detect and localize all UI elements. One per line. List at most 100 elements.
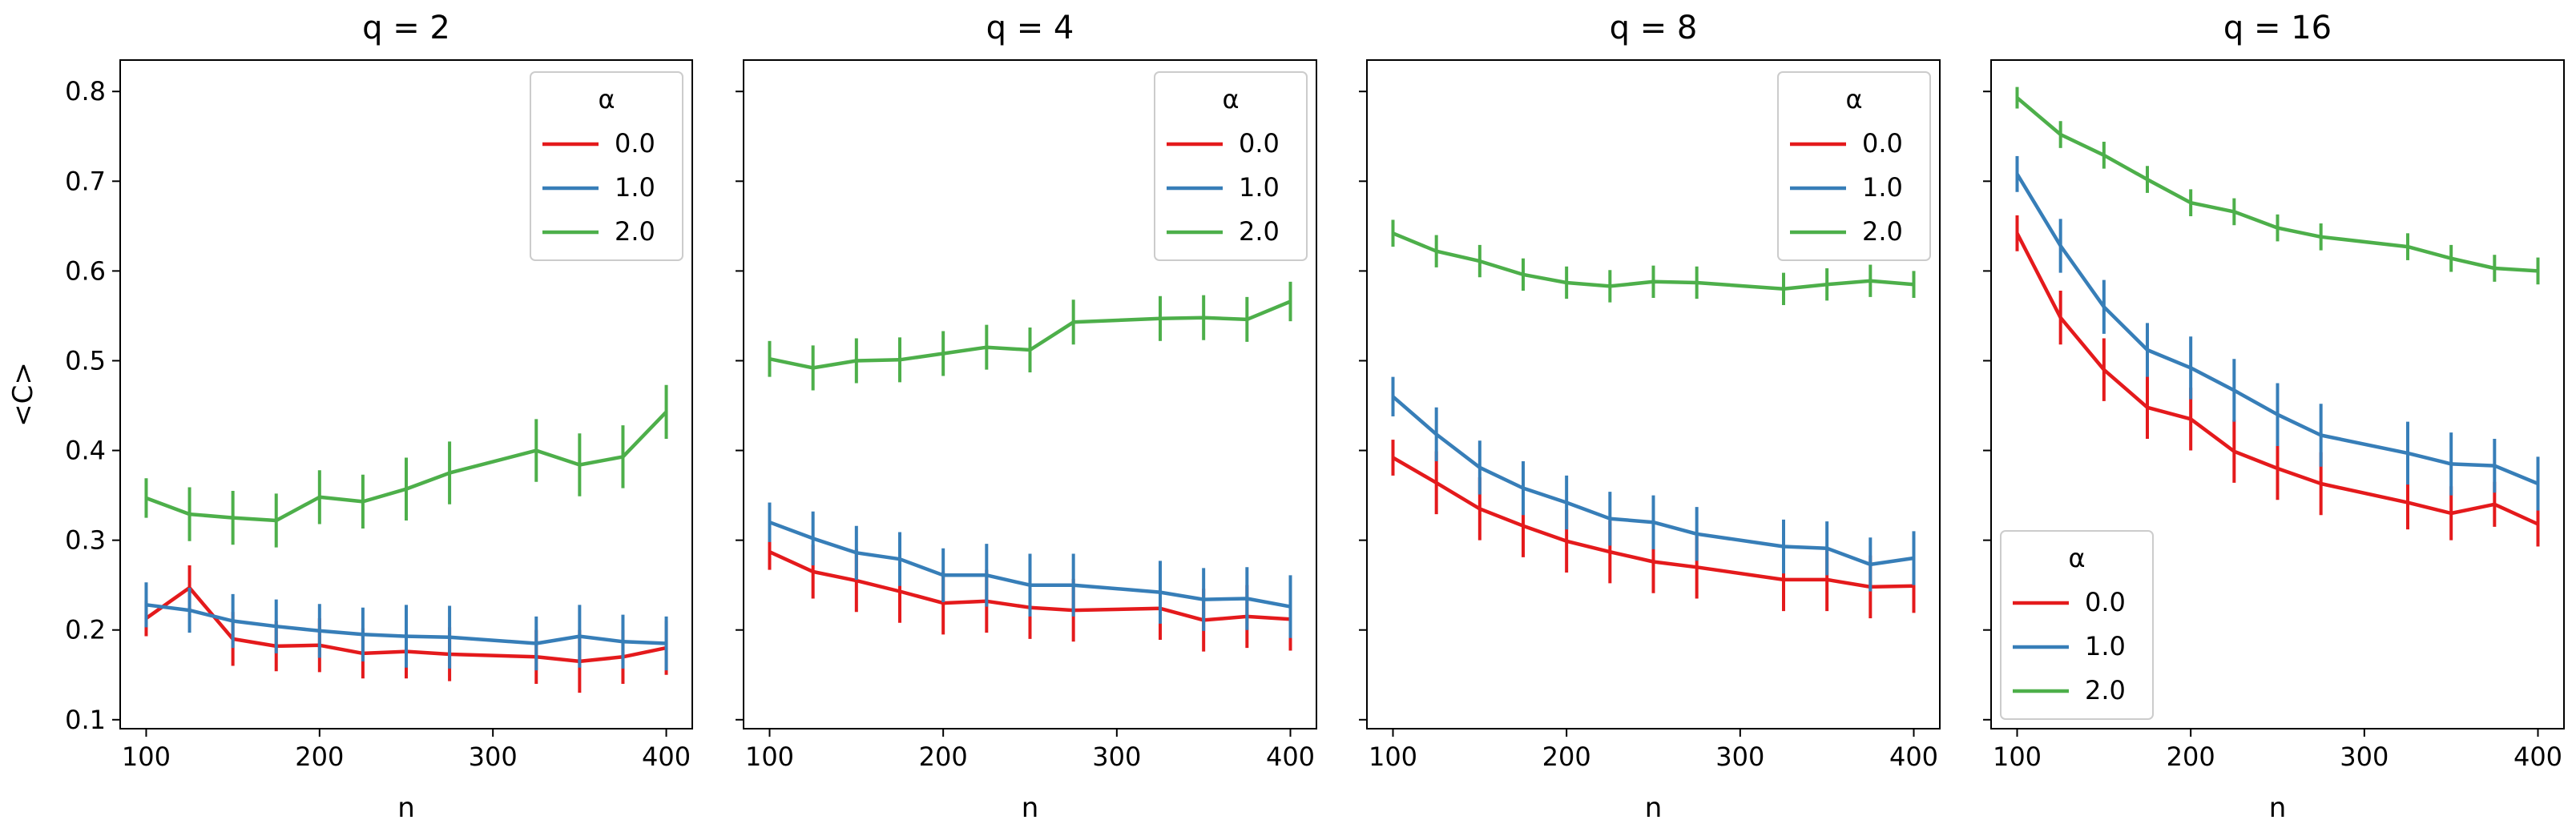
axes-frame — [1990, 59, 2565, 729]
legend-entry-label: 2.0 — [1862, 216, 1903, 247]
legend-entry-label: 0.0 — [1239, 128, 1280, 159]
legend-entry-label: 2.0 — [1239, 216, 1280, 247]
data-point — [448, 635, 452, 639]
data-point — [2449, 256, 2453, 260]
data-point — [361, 500, 365, 504]
data-point — [1159, 316, 1162, 320]
series-line — [2015, 173, 2539, 486]
data-point — [2276, 412, 2280, 416]
data-point — [317, 495, 321, 499]
legend-title: α — [598, 84, 615, 115]
data-point — [317, 629, 321, 633]
series-alpha-1.0 — [1391, 376, 1916, 592]
series-alpha-1.0 — [768, 502, 1292, 638]
y-tick-label: 0.8 — [65, 76, 106, 107]
series-line — [1392, 231, 1914, 291]
series-line — [145, 410, 668, 523]
data-point — [144, 603, 148, 607]
data-point — [1477, 507, 1482, 511]
data-point — [985, 573, 989, 577]
data-point — [1391, 456, 1395, 460]
data-point — [1782, 545, 1785, 549]
x-tick-label: 200 — [295, 742, 344, 772]
data-point — [811, 569, 815, 573]
data-point — [1391, 395, 1395, 399]
x-tick-label: 400 — [1266, 742, 1315, 772]
data-point — [1565, 500, 1569, 504]
data-point — [274, 625, 278, 629]
panel-title: q = 4 — [986, 10, 1074, 46]
data-point — [2189, 417, 2193, 421]
series-alpha-2.0 — [768, 281, 1292, 391]
data-point — [1159, 590, 1162, 594]
data-point — [2232, 210, 2236, 214]
data-point — [1608, 516, 1612, 520]
data-point — [621, 455, 625, 459]
data-point — [941, 352, 945, 356]
x-tick-label: 200 — [1542, 742, 1591, 772]
legend-entry-label: 0.0 — [1862, 128, 1903, 159]
data-point — [1434, 432, 1438, 436]
panel-title: q = 8 — [1610, 10, 1698, 46]
data-point — [2406, 245, 2409, 249]
data-point — [2406, 500, 2409, 504]
series-alpha-2.0 — [1391, 219, 1916, 305]
data-point — [768, 357, 772, 361]
x-axis-label: n — [2269, 792, 2287, 824]
data-point — [1782, 577, 1785, 581]
data-point — [448, 471, 452, 475]
legend-box — [530, 71, 683, 261]
data-point — [1912, 584, 1916, 588]
data-point — [2146, 405, 2149, 409]
legend-entry-label: 1.0 — [1239, 172, 1280, 203]
legend-box — [1154, 71, 1308, 261]
data-point — [1434, 480, 1438, 484]
data-point — [2058, 133, 2062, 137]
series-line — [146, 603, 667, 645]
x-tick-label: 100 — [122, 742, 171, 772]
data-point — [1608, 284, 1612, 288]
x-tick-label: 200 — [919, 742, 968, 772]
legend: α0.0 1.0 2.0 — [2000, 530, 2154, 720]
data-point — [1434, 249, 1438, 253]
data-point — [811, 366, 815, 370]
data-point — [1071, 320, 1075, 324]
data-point — [1695, 280, 1699, 284]
data-point — [2493, 267, 2497, 271]
data-point — [1028, 583, 1032, 587]
data-point — [2102, 368, 2106, 372]
data-point — [1782, 287, 1785, 291]
data-point — [231, 516, 235, 520]
x-tick-label: 300 — [469, 742, 518, 772]
y-tick-label: 0.2 — [65, 615, 106, 645]
x-tick-label: 300 — [2340, 742, 2389, 772]
data-point — [664, 641, 668, 645]
data-point — [2058, 244, 2062, 248]
data-point — [2276, 226, 2280, 230]
data-point — [405, 487, 408, 491]
series-line — [769, 299, 1292, 370]
legend-box — [2000, 530, 2154, 720]
y-tick-label: 0.7 — [65, 166, 106, 196]
data-point — [2189, 201, 2193, 205]
panel-title: q = 2 — [362, 10, 450, 46]
legend: α0.0 1.0 2.0 — [1777, 71, 1931, 261]
legend-title: α — [1222, 84, 1239, 115]
x-tick-label: 100 — [1993, 742, 2042, 772]
data-point — [768, 550, 772, 554]
data-point — [2102, 305, 2106, 309]
legend-box — [1777, 71, 1931, 261]
data-point — [1869, 279, 1873, 283]
legend-entry-label: 0.0 — [615, 128, 655, 159]
x-axis-label: n — [1022, 792, 1039, 824]
data-point — [985, 345, 989, 349]
data-point — [621, 640, 625, 644]
series-line — [1392, 395, 1914, 567]
legend-entry-label: 1.0 — [615, 172, 655, 203]
data-point — [1477, 465, 1482, 469]
y-tick-label: 0.1 — [65, 705, 106, 735]
x-tick-label: 400 — [2514, 742, 2562, 772]
data-point — [144, 496, 148, 500]
series-line — [2016, 96, 2538, 273]
data-point — [1565, 280, 1569, 284]
